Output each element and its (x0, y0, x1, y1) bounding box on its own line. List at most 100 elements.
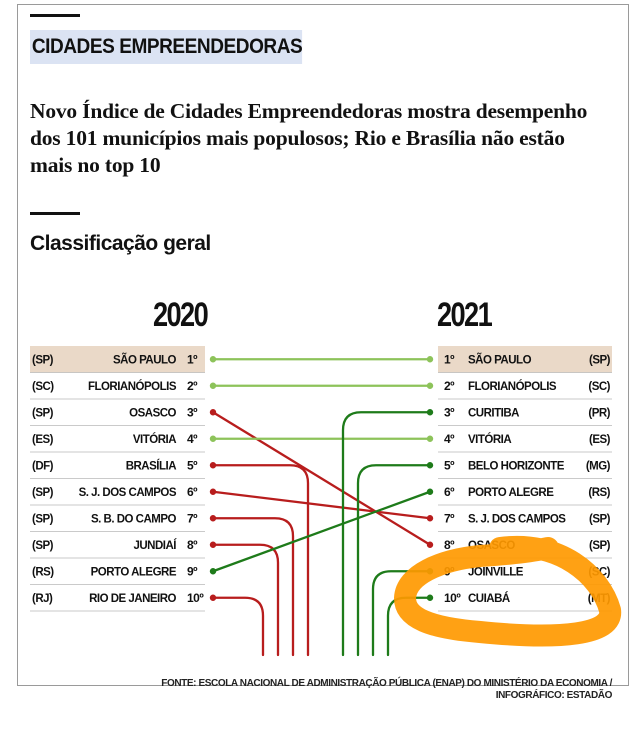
link-dot-left (209, 594, 217, 601)
left-city-2: FLORIANÓPOLIS (88, 380, 177, 393)
orange-marker-circle (394, 535, 622, 647)
link-falling (211, 543, 280, 657)
left-row-highlight (30, 346, 205, 373)
left-rank-6: 6º (187, 485, 198, 499)
left-state-1: (SP) (32, 354, 54, 366)
link-dot-left (209, 382, 217, 389)
left-rank-1: 1º (187, 352, 198, 366)
link-dot-right (426, 409, 434, 416)
left-city-7: S. B. DO CAMPO (91, 513, 177, 525)
right-state-6: (RS) (588, 487, 610, 499)
left-state-5: (DF) (32, 460, 54, 472)
section-rule (30, 212, 80, 215)
right-city-1: SÃO PAULO (468, 353, 532, 366)
footer-source: FONTE: ESCOLA NACIONAL DE ADMINISTRAÇÃO … (112, 678, 612, 702)
left-rank-2: 2º (187, 379, 198, 393)
left-rank-5: 5º (187, 458, 198, 472)
left-ranking-column: (SP) SÃO PAULO 1º (SC) FLORIANÓPOLIS 2º (SP) OS… (30, 346, 205, 612)
top-rule (30, 14, 80, 17)
right-state-3: (PR) (588, 407, 610, 419)
footer-credit: INFOGRÁFICO: ESTADÃO (495, 690, 613, 701)
left-city-1: SÃO PAULO (113, 353, 177, 366)
right-rank-7: 7º (444, 511, 455, 525)
link-dot-right (426, 382, 434, 389)
left-rank-7: 7º (187, 511, 198, 525)
right-rank-10: 10º (444, 591, 461, 605)
left-city-3: OSASCO (129, 407, 176, 419)
right-rank-1: 1º (444, 352, 455, 366)
link-dot-right (426, 541, 434, 548)
link-rising (371, 570, 432, 657)
left-city-5: BRASÍLIA (126, 459, 177, 472)
link-falling (211, 490, 432, 520)
link-dot-left (209, 515, 217, 522)
right-city-10: CUIABÁ (468, 592, 510, 605)
link-dot-right (426, 356, 434, 363)
link-dot-right (426, 488, 434, 495)
left-rank-8: 8º (187, 538, 198, 552)
link-dot-left (209, 541, 217, 548)
left-rank-9: 9º (187, 564, 198, 578)
right-city-6: PORTO ALEGRE (468, 487, 554, 499)
link-falling (211, 517, 295, 657)
link-dot-right (426, 462, 434, 469)
left-city-10: RIO DE JANEIRO (89, 593, 176, 605)
link-dot-right (426, 515, 434, 522)
right-city-9: JOINVILLE (468, 566, 524, 578)
left-state-10: (RJ) (32, 593, 53, 605)
highlight-overlay (394, 535, 622, 647)
right-rank-6: 6º (444, 485, 455, 499)
left-rank-4: 4º (187, 432, 198, 446)
right-rank-2: 2º (444, 379, 455, 393)
link-rising (341, 411, 432, 657)
link-dot-left (209, 356, 217, 363)
right-city-2: FLORIANÓPOLIS (468, 380, 557, 393)
left-state-8: (SP) (32, 540, 54, 552)
left-state-4: (ES) (32, 434, 54, 446)
right-state-4: (ES) (589, 434, 611, 446)
left-state-7: (SP) (32, 513, 54, 525)
right-rank-5: 5º (444, 458, 455, 472)
right-state-7: (SP) (589, 513, 611, 525)
section-title: Classificação geral (30, 232, 211, 255)
right-city-3: CURITIBA (468, 407, 519, 419)
right-state-2: (SC) (588, 381, 610, 393)
right-state-8: (SP) (589, 540, 611, 552)
link-dot-left (209, 435, 217, 442)
ranking-links (209, 356, 434, 657)
link-falling (211, 464, 310, 657)
link-falling (211, 411, 432, 546)
right-city-4: VITÓRIA (468, 433, 511, 446)
right-rank-3: 3º (444, 405, 455, 419)
left-state-6: (SP) (32, 487, 54, 499)
left-state-2: (SC) (32, 381, 54, 393)
link-dot-right (426, 435, 434, 442)
headline: Novo Índice de Cidades Empreendedoras mo… (30, 99, 588, 177)
footer-source-label: FONTE: (161, 678, 197, 689)
link-dot-left (209, 568, 217, 575)
right-rank-4: 4º (444, 432, 455, 446)
left-rank-3: 3º (187, 405, 198, 419)
footer-source-text: ESCOLA NACIONAL DE ADMINISTRAÇÃO PÚBLICA… (198, 678, 612, 689)
right-city-7: S. J. DOS CAMPOS (468, 513, 566, 525)
link-dot-left (209, 488, 217, 495)
left-city-4: VITÓRIA (133, 433, 176, 446)
left-state-9: (RS) (32, 566, 54, 578)
left-state-3: (SP) (32, 407, 54, 419)
right-row-highlight (438, 346, 612, 373)
link-falling (211, 596, 265, 657)
link-rising (211, 490, 432, 573)
left-city-6: S. J. DOS CAMPOS (79, 487, 177, 499)
year-right-label: 2021 (437, 296, 493, 334)
kicker-label: CIDADES EMPREENDEDORAS (30, 30, 303, 64)
left-city-9: PORTO ALEGRE (91, 566, 177, 578)
link-dot-right (426, 594, 434, 601)
link-dot-left (209, 462, 217, 469)
right-state-5: (MG) (586, 460, 611, 472)
right-rank-8: 8º (444, 538, 455, 552)
link-dot-left (209, 409, 217, 416)
year-left-label: 2020 (153, 296, 209, 334)
infographic-frame (17, 4, 629, 686)
right-city-5: BELO HORIZONTE (468, 460, 565, 472)
